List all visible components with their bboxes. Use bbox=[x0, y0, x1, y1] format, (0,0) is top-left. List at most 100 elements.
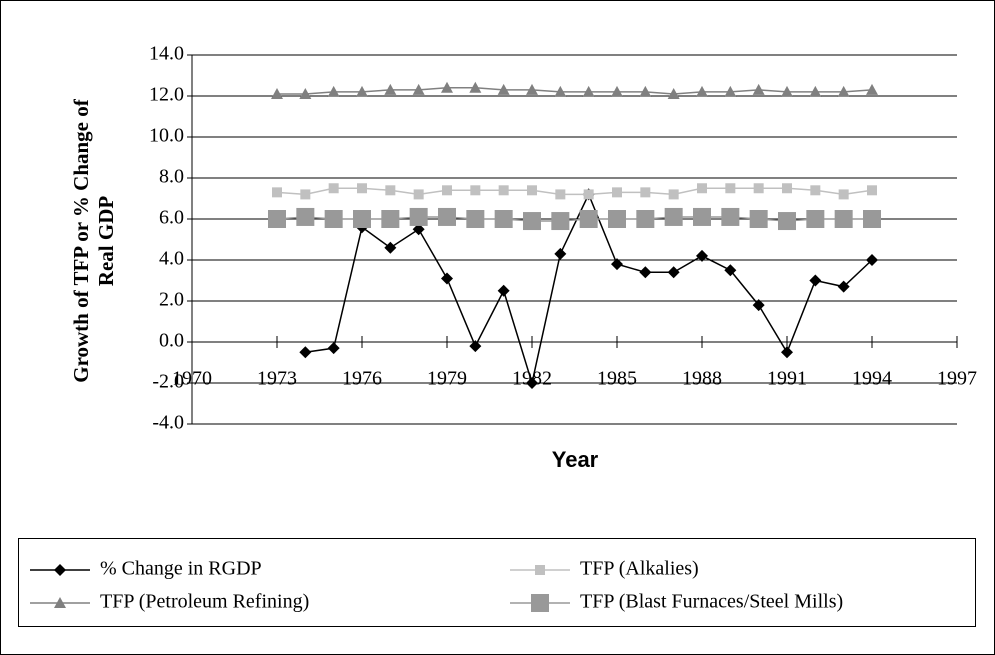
data-point bbox=[497, 284, 510, 297]
legend-marker bbox=[535, 565, 545, 575]
data-point bbox=[272, 187, 282, 198]
data-point bbox=[384, 241, 397, 254]
data-point bbox=[834, 210, 853, 228]
data-point bbox=[866, 83, 878, 95]
data-point bbox=[636, 210, 655, 228]
data-point bbox=[582, 85, 595, 97]
x-tick-label: 1994 bbox=[852, 368, 892, 390]
data-point bbox=[441, 81, 453, 93]
data-point bbox=[470, 185, 481, 196]
data-point bbox=[697, 183, 707, 194]
y-tick-label: 10.0 bbox=[149, 125, 184, 147]
legend-marker bbox=[54, 597, 66, 608]
data-point bbox=[863, 210, 881, 228]
data-point bbox=[696, 249, 708, 262]
series-line bbox=[276, 216, 872, 222]
data-point bbox=[327, 85, 340, 97]
y-tick-label: 12.0 bbox=[149, 84, 184, 106]
data-point bbox=[412, 223, 425, 236]
data-point bbox=[327, 342, 340, 355]
data-point bbox=[667, 266, 680, 279]
data-point bbox=[554, 247, 567, 260]
data-point bbox=[753, 183, 764, 194]
data-point bbox=[809, 274, 822, 287]
data-point bbox=[356, 85, 368, 97]
data-point bbox=[296, 207, 315, 226]
legend-label: TFP (Alkalies) bbox=[580, 558, 699, 580]
legend-label: TFP (Blast Furnaces/Steel Mills) bbox=[580, 591, 843, 613]
x-tick-label: 1979 bbox=[427, 368, 467, 390]
data-point bbox=[324, 210, 343, 228]
data-point bbox=[867, 185, 877, 196]
x-tick-label: 1970 bbox=[172, 368, 212, 390]
x-tick-label: 1976 bbox=[342, 368, 382, 390]
y-tick-label: 2.0 bbox=[159, 289, 184, 311]
data-point bbox=[328, 183, 339, 194]
data-point bbox=[384, 83, 397, 95]
y-tick-label: 8.0 bbox=[159, 166, 184, 188]
data-point bbox=[441, 272, 453, 285]
data-point bbox=[725, 183, 736, 194]
data-point bbox=[838, 189, 849, 200]
data-point bbox=[749, 210, 768, 228]
data-point bbox=[639, 266, 652, 279]
data-point bbox=[526, 83, 538, 95]
data-point bbox=[640, 187, 651, 198]
data-point bbox=[523, 212, 541, 231]
data-point bbox=[639, 85, 652, 97]
data-point bbox=[299, 87, 312, 99]
data-point bbox=[667, 87, 680, 99]
x-tick-label: 1991 bbox=[767, 368, 807, 390]
x-tick-label: 1988 bbox=[682, 368, 722, 390]
data-point bbox=[810, 185, 821, 196]
data-point bbox=[612, 187, 622, 198]
data-point bbox=[752, 83, 765, 95]
data-point bbox=[696, 85, 708, 97]
data-point bbox=[611, 258, 623, 271]
data-point bbox=[300, 189, 311, 200]
y-axis-title: Growth of TFP or % Change of Real GDP bbox=[69, 99, 118, 383]
data-point bbox=[782, 183, 792, 194]
data-point bbox=[466, 210, 485, 228]
y-tick-label: 0.0 bbox=[159, 330, 184, 352]
data-point bbox=[837, 280, 850, 293]
data-point bbox=[526, 377, 538, 389]
data-point bbox=[412, 83, 425, 95]
data-point bbox=[442, 185, 452, 196]
y-tick-label: 4.0 bbox=[159, 248, 184, 270]
y-tick-label: 14.0 bbox=[149, 43, 184, 65]
data-point bbox=[551, 212, 570, 231]
data-point bbox=[268, 210, 286, 228]
data-point bbox=[555, 189, 566, 200]
data-point bbox=[353, 210, 371, 228]
data-point bbox=[527, 185, 537, 196]
x-tick-label: 1973 bbox=[257, 368, 297, 390]
series-line bbox=[276, 187, 873, 196]
data-point bbox=[809, 85, 822, 97]
data-point bbox=[438, 207, 456, 226]
legend-box bbox=[18, 538, 976, 627]
data-point bbox=[357, 183, 367, 194]
data-point bbox=[409, 207, 428, 226]
data-point bbox=[583, 189, 594, 200]
legend-label: TFP (Petroleum Refining) bbox=[100, 591, 309, 613]
data-point bbox=[271, 87, 283, 99]
data-point bbox=[668, 189, 679, 200]
legend-label: % Change in RGDP bbox=[100, 558, 262, 580]
data-point bbox=[778, 212, 796, 231]
data-point bbox=[837, 85, 850, 97]
data-point bbox=[866, 254, 878, 266]
data-point bbox=[721, 207, 740, 226]
legend-marker bbox=[531, 594, 549, 612]
data-point bbox=[554, 85, 567, 97]
y-tick-label: -4.0 bbox=[152, 412, 184, 434]
data-point bbox=[413, 189, 424, 200]
legend-marker bbox=[54, 564, 66, 576]
data-point bbox=[752, 299, 765, 312]
data-point bbox=[781, 85, 793, 97]
data-point bbox=[497, 83, 510, 95]
data-point bbox=[724, 264, 737, 277]
x-tick-label: 1997 bbox=[937, 368, 977, 390]
